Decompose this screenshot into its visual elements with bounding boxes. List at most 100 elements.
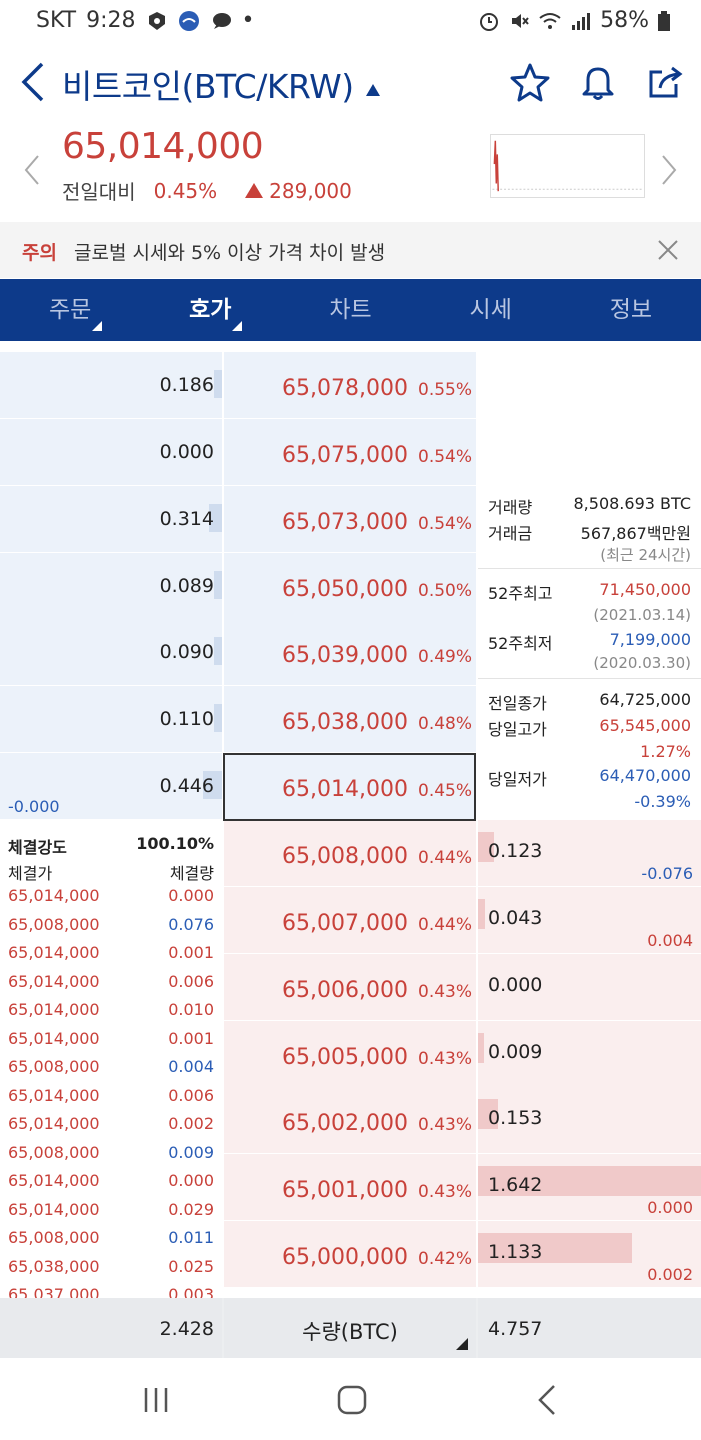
ask-row[interactable]: 0.000 65,075,000 0.54% [0,418,701,485]
bid-price-cell[interactable]: 65,005,000 0.43% [224,1020,476,1087]
bid-qty-cell[interactable]: 0.009 [478,1020,701,1087]
ask-row[interactable]: 0.089 65,050,000 0.50% [0,552,701,619]
bid-row[interactable]: 65,008,000 0.44% 0.123 -0.076 [0,820,701,887]
next-coin-chevron-icon[interactable] [659,154,679,186]
back-arrow-icon[interactable] [18,60,48,104]
tab-order[interactable]: 주문 [0,279,140,341]
ask-qty-cell[interactable]: 0.000 [0,418,222,485]
bid-price-cell[interactable]: 65,001,000 0.43% [224,1154,476,1221]
ask-row-current[interactable]: 0.446 -0.000 65,014,000 0.45% [0,753,701,820]
recent-apps-icon[interactable] [136,1382,176,1418]
bid-price-cell[interactable]: 65,008,000 0.44% [224,820,476,887]
title-dropdown-caret[interactable] [366,84,380,96]
ask-qty-cell[interactable]: 0.446 -0.000 [0,753,222,820]
bid-depth-bar [478,832,494,863]
unit-selector[interactable]: 수량(BTC) [224,1298,476,1358]
bell-alert-icon[interactable] [578,62,618,102]
wifi-icon [539,12,561,29]
ask-qty-cell[interactable]: 0.090 [0,619,222,686]
bid-row[interactable]: 65,002,000 0.43% 0.153 [0,1087,701,1154]
unit-label: 수량(BTC) [302,1320,398,1344]
day-high-label: 당일고가 [488,720,547,739]
mini-price-chart[interactable] [490,134,645,198]
close-icon[interactable] [656,238,680,262]
ask-qty-cell[interactable]: 0.186 [0,352,222,418]
trade-row: 65,014,000 0.000 [0,1171,222,1199]
trade-price: 65,014,000 [8,1028,100,1048]
trade-row: 65,038,000 0.025 [0,1257,222,1285]
bid-qty-cell[interactable]: 1.642 0.000 [478,1154,701,1221]
star-favorite-icon[interactable] [510,62,550,102]
bid-qty-cell[interactable]: 0.123 -0.076 [478,820,701,887]
tab-chart[interactable]: 차트 [329,297,372,323]
bid-row[interactable]: 65,007,000 0.44% 0.043 0.004 [0,886,701,953]
day-high-value: 65,545,000 [599,716,691,735]
bid-qty-cell[interactable]: 0.000 [478,953,701,1020]
bid-qty-cell[interactable]: 0.043 0.004 [478,886,701,953]
app-header: 비트코인(BTC/KRW) [0,52,701,114]
bid-price-cell[interactable]: 65,000,000 0.42% [224,1221,476,1288]
bid-qty-cell[interactable]: 1.133 0.002 [478,1221,701,1288]
bid-row[interactable]: 65,001,000 0.43% 1.642 0.000 [0,1154,701,1221]
ask-row[interactable]: 0.090 65,039,000 0.49% [0,619,701,686]
prev-coin-chevron-icon[interactable] [22,154,42,186]
bid-price-cell[interactable]: 65,002,000 0.43% [224,1087,476,1154]
bid-price-cell[interactable]: 65,006,000 0.43% [224,953,476,1020]
trade-row: 65,014,000 0.010 [0,1000,222,1028]
volume-value: 8,508.693 BTC [573,494,692,513]
ask-price-cell[interactable]: 65,039,000 0.49% [224,619,476,686]
bid-row[interactable]: 65,006,000 0.43% 0.000 [0,953,701,1020]
ask-price-cell[interactable]: 65,050,000 0.50% [224,552,476,619]
bid-qty: 0.153 [488,1107,543,1130]
low52-date: (2020.03.30) [593,654,691,672]
change-amount: 289,000 [269,178,352,203]
ask-price-cell[interactable]: 65,078,000 0.55% [224,352,476,418]
ask-qty: 0.000 [159,440,214,463]
bid-price: 65,002,000 [282,1111,408,1137]
ask-price-cell[interactable]: 65,075,000 0.54% [224,418,476,485]
ask-price-cell[interactable]: 65,014,000 0.45% [224,753,476,820]
ask-qty-cell[interactable]: 0.314 [0,485,222,552]
bid-pct: 0.42% [418,1249,473,1270]
trade-row: 65,008,000 0.004 [0,1057,222,1085]
low52-label: 52주최저 [488,634,553,653]
up-triangle-icon [245,183,264,198]
tab-orderbook[interactable]: 호가 [140,279,280,341]
ask-qty: 0.314 [159,507,214,530]
ask-price-cell[interactable]: 65,073,000 0.54% [224,485,476,552]
ask-qty-cell[interactable]: 0.110 [0,686,222,753]
ask-row[interactable]: 0.186 65,078,000 0.55% [0,352,701,418]
ask-row[interactable]: 0.314 65,073,000 0.54% [0,485,701,552]
bid-qty-cell[interactable]: 0.153 [478,1087,701,1154]
tab-caret-icon [92,321,102,331]
bid-row[interactable]: 65,000,000 0.42% 1.133 0.002 [0,1221,701,1288]
day-low-value: 64,470,000 [599,766,691,785]
trade-row: 65,014,000 0.029 [0,1200,222,1228]
trade-qty: 0.001 [168,943,214,962]
battery-icon [658,10,670,31]
tab-caret-icon [232,321,243,331]
price-summary: 65,014,000 전일대비 0.45% 289,000 [0,118,701,222]
ask-qty: 0.110 [159,708,214,731]
period-note: (최근 24시간) [600,546,691,564]
ask-pct: 0.50% [418,580,473,601]
back-nav-icon[interactable] [528,1382,568,1418]
page-title[interactable]: 비트코인(BTC/KRW) [62,67,354,106]
trade-price: 65,014,000 [8,1000,100,1019]
home-icon[interactable] [332,1382,372,1418]
trade-price: 65,037,000 [8,1285,100,1298]
trade-qty: 0.025 [168,1256,214,1276]
ask-qty-cell[interactable]: 0.089 [0,552,222,619]
tab-quotes[interactable]: 시세 [469,297,512,323]
tab-bar: 주문 호가 차트 시세 정보 [0,279,701,341]
share-icon[interactable] [646,62,686,102]
bid-pct: 0.43% [418,1182,473,1203]
ask-row[interactable]: 0.110 65,038,000 0.48% [0,686,701,753]
trade-qty: 0.000 [168,1171,214,1190]
ask-depth-bar [202,771,222,800]
ask-price-cell[interactable]: 65,038,000 0.48% [224,686,476,753]
order-book-totals: 2.428 수량(BTC) 4.757 [0,1298,701,1358]
tab-info[interactable]: 정보 [609,297,653,323]
bid-price-cell[interactable]: 65,007,000 0.44% [224,886,476,953]
bid-row[interactable]: 65,005,000 0.43% 0.009 [0,1020,701,1087]
